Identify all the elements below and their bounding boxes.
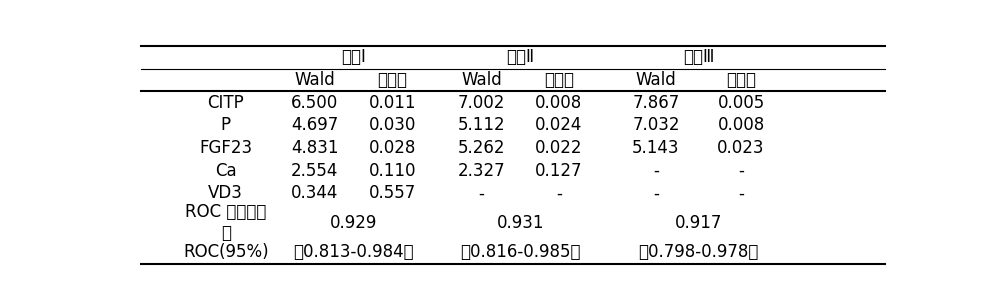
Text: Ca: Ca: [215, 161, 237, 180]
Text: 5.143: 5.143: [632, 139, 680, 157]
Text: 0.024: 0.024: [535, 116, 583, 134]
Text: 0.344: 0.344: [291, 184, 339, 202]
Text: 0.030: 0.030: [369, 116, 416, 134]
Text: 7.032: 7.032: [632, 116, 680, 134]
Text: ROC 曲线下面
积: ROC 曲线下面 积: [185, 203, 266, 242]
Text: 模型Ⅰ: 模型Ⅰ: [341, 48, 366, 66]
Text: 4.697: 4.697: [291, 116, 338, 134]
Text: 0.022: 0.022: [535, 139, 583, 157]
Text: 0.008: 0.008: [718, 116, 765, 134]
Text: （0.798-0.978）: （0.798-0.978）: [638, 243, 759, 261]
Text: 0.023: 0.023: [717, 139, 765, 157]
Text: 显著性: 显著性: [726, 71, 756, 89]
Text: 0.127: 0.127: [535, 161, 583, 180]
Text: -: -: [479, 184, 484, 202]
Text: -: -: [653, 161, 659, 180]
Text: 0.028: 0.028: [369, 139, 416, 157]
Text: 0.110: 0.110: [369, 161, 416, 180]
Text: 0.931: 0.931: [496, 214, 544, 232]
Text: 显著性: 显著性: [377, 71, 407, 89]
Text: Wald: Wald: [461, 71, 502, 89]
Text: FGF23: FGF23: [199, 139, 252, 157]
Text: CITP: CITP: [207, 94, 244, 112]
Text: 5.262: 5.262: [458, 139, 505, 157]
Text: ROC(95%): ROC(95%): [183, 243, 269, 261]
Text: （0.816-0.985）: （0.816-0.985）: [460, 243, 580, 261]
Text: -: -: [738, 161, 744, 180]
Text: -: -: [556, 184, 562, 202]
Text: -: -: [738, 184, 744, 202]
Text: 0.005: 0.005: [718, 94, 765, 112]
Text: 模型Ⅱ: 模型Ⅱ: [506, 48, 534, 66]
Text: P: P: [221, 116, 231, 134]
Text: 5.112: 5.112: [458, 116, 505, 134]
Text: 6.500: 6.500: [291, 94, 338, 112]
Text: 显著性: 显著性: [544, 71, 574, 89]
Text: 0.011: 0.011: [369, 94, 416, 112]
Text: -: -: [653, 184, 659, 202]
Text: 0.008: 0.008: [535, 94, 583, 112]
Text: 4.831: 4.831: [291, 139, 339, 157]
Text: 0.929: 0.929: [330, 214, 377, 232]
Text: Wald: Wald: [294, 71, 335, 89]
Text: 7.002: 7.002: [458, 94, 505, 112]
Text: （0.813-0.984）: （0.813-0.984）: [293, 243, 414, 261]
Text: VD3: VD3: [208, 184, 243, 202]
Text: 0.917: 0.917: [675, 214, 722, 232]
Text: 0.557: 0.557: [369, 184, 416, 202]
Text: 2.554: 2.554: [291, 161, 339, 180]
Text: 模型Ⅲ: 模型Ⅲ: [683, 48, 714, 66]
Text: Wald: Wald: [636, 71, 676, 89]
Text: 2.327: 2.327: [458, 161, 505, 180]
Text: 7.867: 7.867: [632, 94, 680, 112]
